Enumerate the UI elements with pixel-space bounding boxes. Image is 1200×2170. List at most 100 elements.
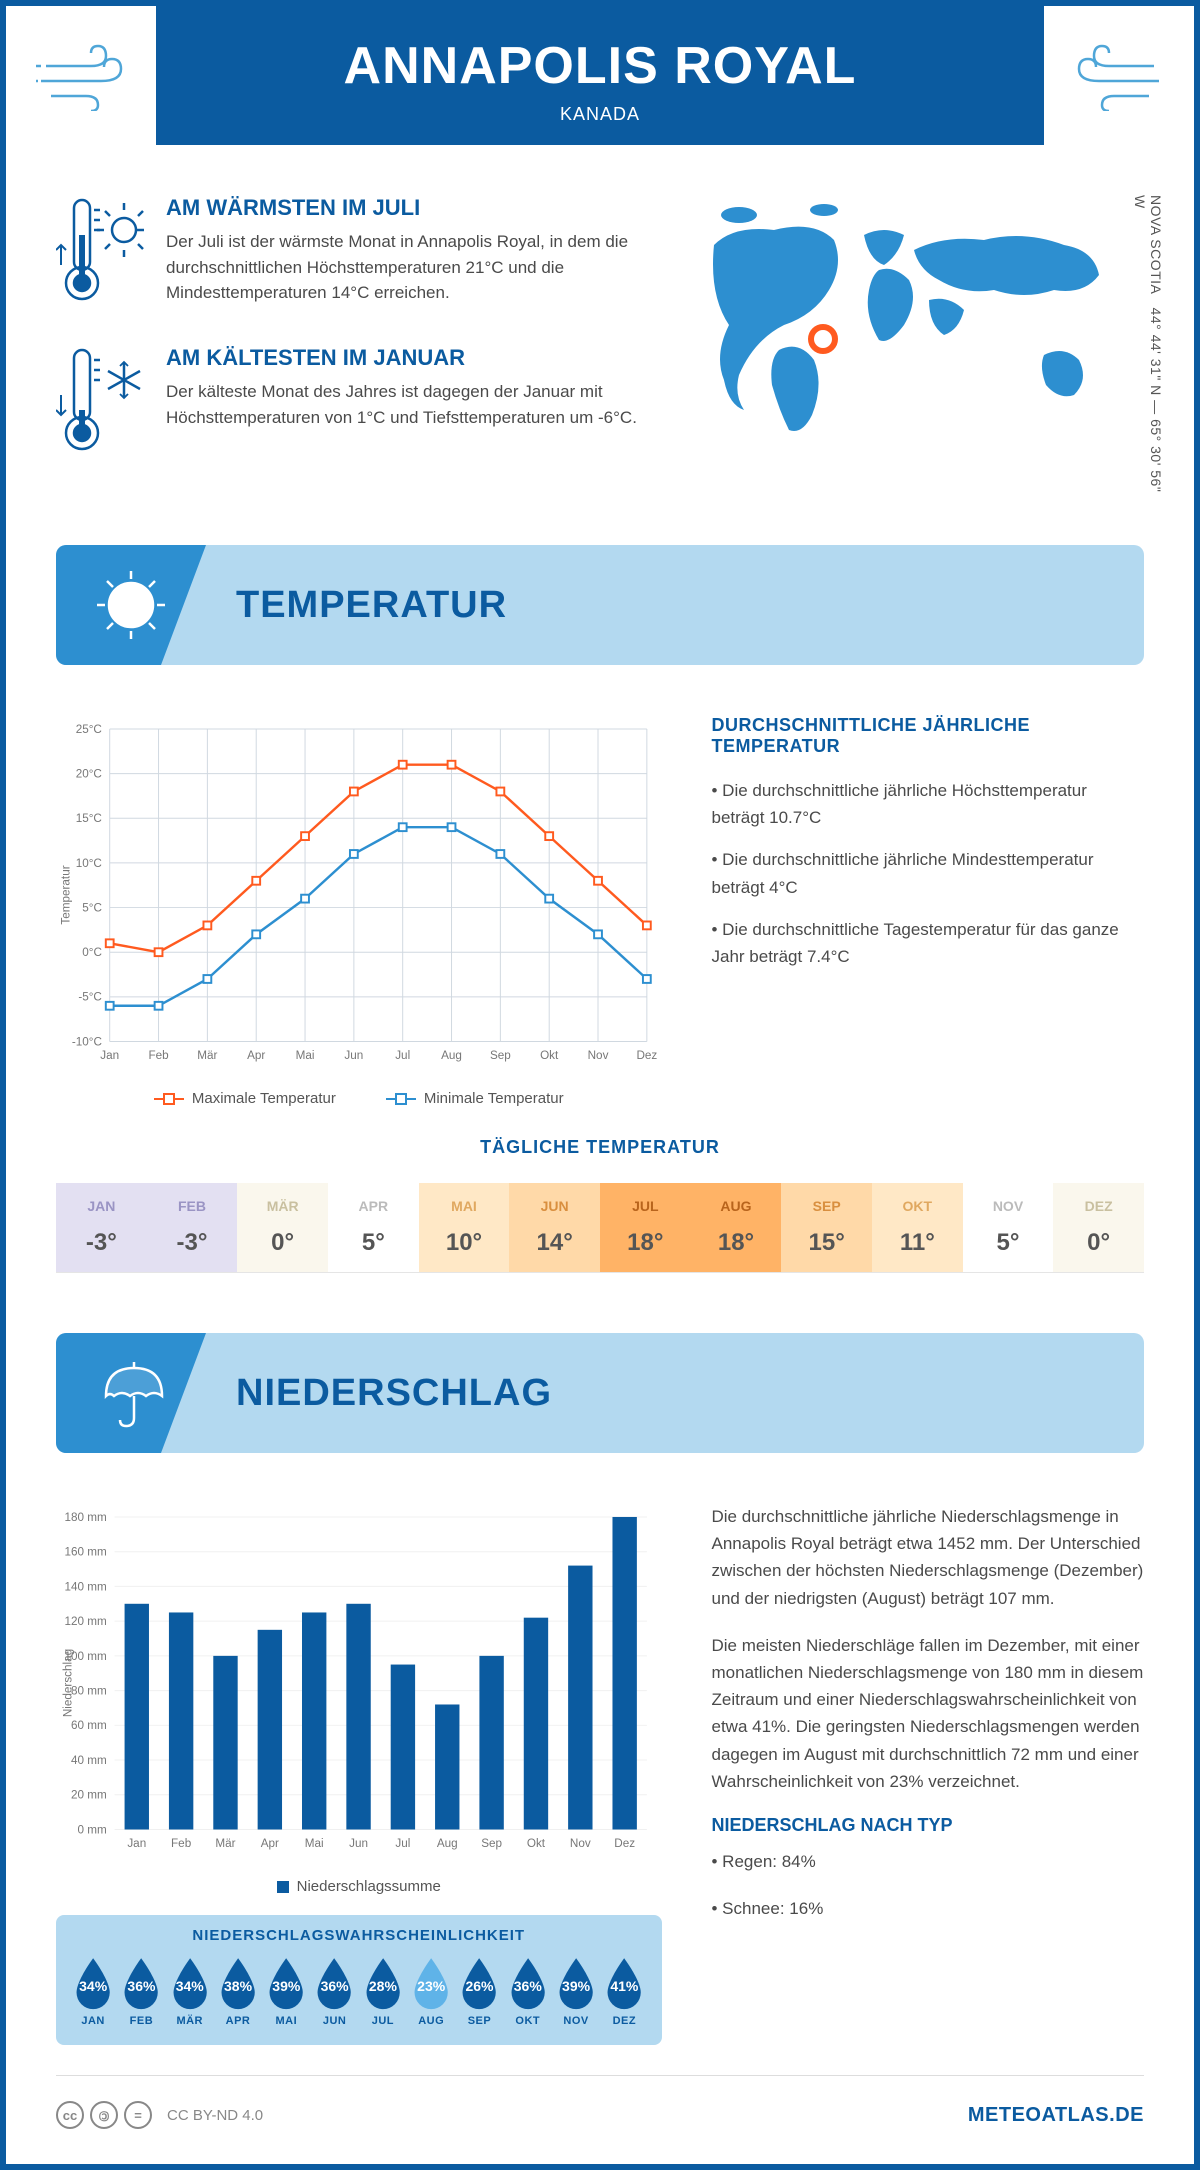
svg-text:25°C: 25°C [76,723,102,736]
world-map: NOVA SCOTIA 44° 44' 31" N — 65° 30' 56" … [684,195,1144,495]
daily-temp-cell: OKT11° [872,1183,963,1272]
svg-text:Mär: Mär [215,1837,235,1850]
daily-temp-cell: AUG18° [691,1183,782,1272]
svg-text:Aug: Aug [441,1049,462,1062]
probability-drop: 26%SEP [457,1956,501,2027]
svg-text:Apr: Apr [247,1049,265,1062]
svg-text:Apr: Apr [261,1837,279,1850]
svg-text:60 mm: 60 mm [71,1719,107,1732]
svg-text:180 mm: 180 mm [65,1511,107,1524]
probability-drop: 38%APR [216,1956,260,2027]
svg-text:Okt: Okt [527,1837,546,1850]
daily-temperature-table: TÄGLICHE TEMPERATUR JAN-3°FEB-3°MÄR0°APR… [56,1137,1144,1273]
legend-max: #leg-max::before{border-color:#ff5a1f} M… [154,1090,336,1107]
daily-temp-cell: JUL18° [600,1183,691,1272]
svg-text:Jul: Jul [395,1049,410,1062]
svg-text:-5°C: -5°C [78,991,102,1004]
svg-text:140 mm: 140 mm [65,1580,107,1593]
precipitation-bar-chart: 0 mm20 mm40 mm60 mm80 mm100 mm120 mm140 … [56,1503,662,1895]
infographic-frame: ANNAPOLIS ROYAL KANADA [0,0,1200,2170]
svg-text:Feb: Feb [148,1049,169,1062]
svg-text:Dez: Dez [636,1049,657,1062]
probability-drop: 34%JAN [71,1956,115,2027]
svg-text:160 mm: 160 mm [65,1546,107,1559]
warmest-text: Der Juli ist der wärmste Monat in Annapo… [166,229,644,306]
svg-text:Nov: Nov [588,1049,609,1062]
intro-section: AM WÄRMSTEN IM JULI Der Juli ist der wär… [56,195,1144,495]
thermometer-hot-icon [56,195,146,310]
svg-text:0 mm: 0 mm [78,1823,107,1836]
sun-icon [56,545,206,665]
probability-drop: 34%MÄR [168,1956,212,2027]
daily-temp-cell: APR5° [328,1183,419,1272]
svg-text:Aug: Aug [437,1837,458,1850]
probability-drop: 39%NOV [554,1956,598,2027]
svg-text:Dez: Dez [614,1837,635,1850]
precipitation-banner: NIEDERSCHLAG [56,1333,1144,1453]
probability-drop: 23%AUG [409,1956,453,2027]
location-title: ANNAPOLIS ROYAL [156,36,1044,96]
probability-drop: 36%FEB [119,1956,163,2027]
svg-text:Mär: Mär [197,1049,217,1062]
cc-license-icon: cc 🄯 = [56,2101,152,2129]
svg-text:40 mm: 40 mm [71,1754,107,1767]
coordinates-label: NOVA SCOTIA 44° 44' 31" N — 65° 30' 56" … [1132,195,1164,495]
daily-temp-cell: JAN-3° [56,1183,147,1272]
probability-drop: 36%OKT [506,1956,550,2027]
svg-text:Jan: Jan [127,1837,146,1850]
precipitation-summary: Die durchschnittliche jährliche Niedersc… [712,1503,1145,2045]
coldest-text: Der kälteste Monat des Jahres ist dagege… [166,379,644,430]
wind-decoration-icon [36,41,146,116]
location-marker-icon [808,324,838,354]
temperature-banner: TEMPERATUR [56,545,1144,665]
page-header: ANNAPOLIS ROYAL KANADA [156,6,1044,145]
location-country: KANADA [156,104,1044,125]
probability-drop: 36%JUN [312,1956,356,2027]
svg-text:Temperatur: Temperatur [60,865,73,924]
legend-precip: Niederschlagssumme [277,1878,441,1895]
svg-text:Niederschlag: Niederschlag [62,1649,75,1717]
svg-text:Okt: Okt [540,1049,559,1062]
probability-drop: 41%DEZ [602,1956,646,2027]
daily-temp-cell: MÄR0° [237,1183,328,1272]
probability-drop: 28%JUL [361,1956,405,2027]
svg-text:Jul: Jul [395,1837,410,1850]
warmest-title: AM WÄRMSTEN IM JULI [166,195,644,221]
svg-text:80 mm: 80 mm [71,1685,107,1698]
precipitation-heading: NIEDERSCHLAG [236,1372,552,1415]
daily-temp-cell: MAI10° [419,1183,510,1272]
daily-temp-cell: FEB-3° [147,1183,238,1272]
svg-text:Jun: Jun [344,1049,363,1062]
svg-text:10°C: 10°C [76,857,102,870]
svg-text:-10°C: -10°C [72,1035,102,1048]
svg-text:120 mm: 120 mm [65,1615,107,1628]
temperature-heading: TEMPERATUR [236,584,507,627]
daily-temp-cell: JUN14° [509,1183,600,1272]
legend-min: #leg-min::before{border-color:#2d8fd0} M… [386,1090,564,1107]
coldest-title: AM KÄLTESTEN IM JANUAR [166,345,644,371]
svg-text:Mai: Mai [296,1049,315,1062]
thermometer-cold-icon [56,345,146,460]
svg-text:Sep: Sep [490,1049,511,1062]
svg-text:5°C: 5°C [82,901,102,914]
svg-text:Jan: Jan [100,1049,119,1062]
svg-text:20 mm: 20 mm [71,1789,107,1802]
probability-drop: 39%MAI [264,1956,308,2027]
daily-temp-cell: DEZ0° [1053,1183,1144,1272]
temperature-summary: DURCHSCHNITTLICHE JÄHRLICHE TEMPERATUR •… [712,715,1145,1107]
svg-text:Feb: Feb [171,1837,192,1850]
svg-text:Nov: Nov [570,1837,591,1850]
warmest-block: AM WÄRMSTEN IM JULI Der Juli ist der wär… [56,195,644,310]
daily-temp-cell: SEP15° [781,1183,872,1272]
coldest-block: AM KÄLTESTEN IM JANUAR Der kälteste Mona… [56,345,644,460]
svg-text:Mai: Mai [305,1837,324,1850]
wind-decoration-icon [1054,41,1164,116]
svg-text:20°C: 20°C [76,768,102,781]
svg-text:15°C: 15°C [76,812,102,825]
umbrella-icon [56,1333,206,1453]
svg-text:0°C: 0°C [82,946,102,959]
site-credit: METEOATLAS.DE [968,2104,1144,2127]
page-footer: cc 🄯 = CC BY-ND 4.0 METEOATLAS.DE [56,2075,1144,2134]
temperature-line-chart: -10°C -5°C 0°C 5°C 10°C 15°C 20°C 25°C Jan Feb Mär… [56,715,662,1107]
daily-temp-cell: NOV5° [963,1183,1054,1272]
